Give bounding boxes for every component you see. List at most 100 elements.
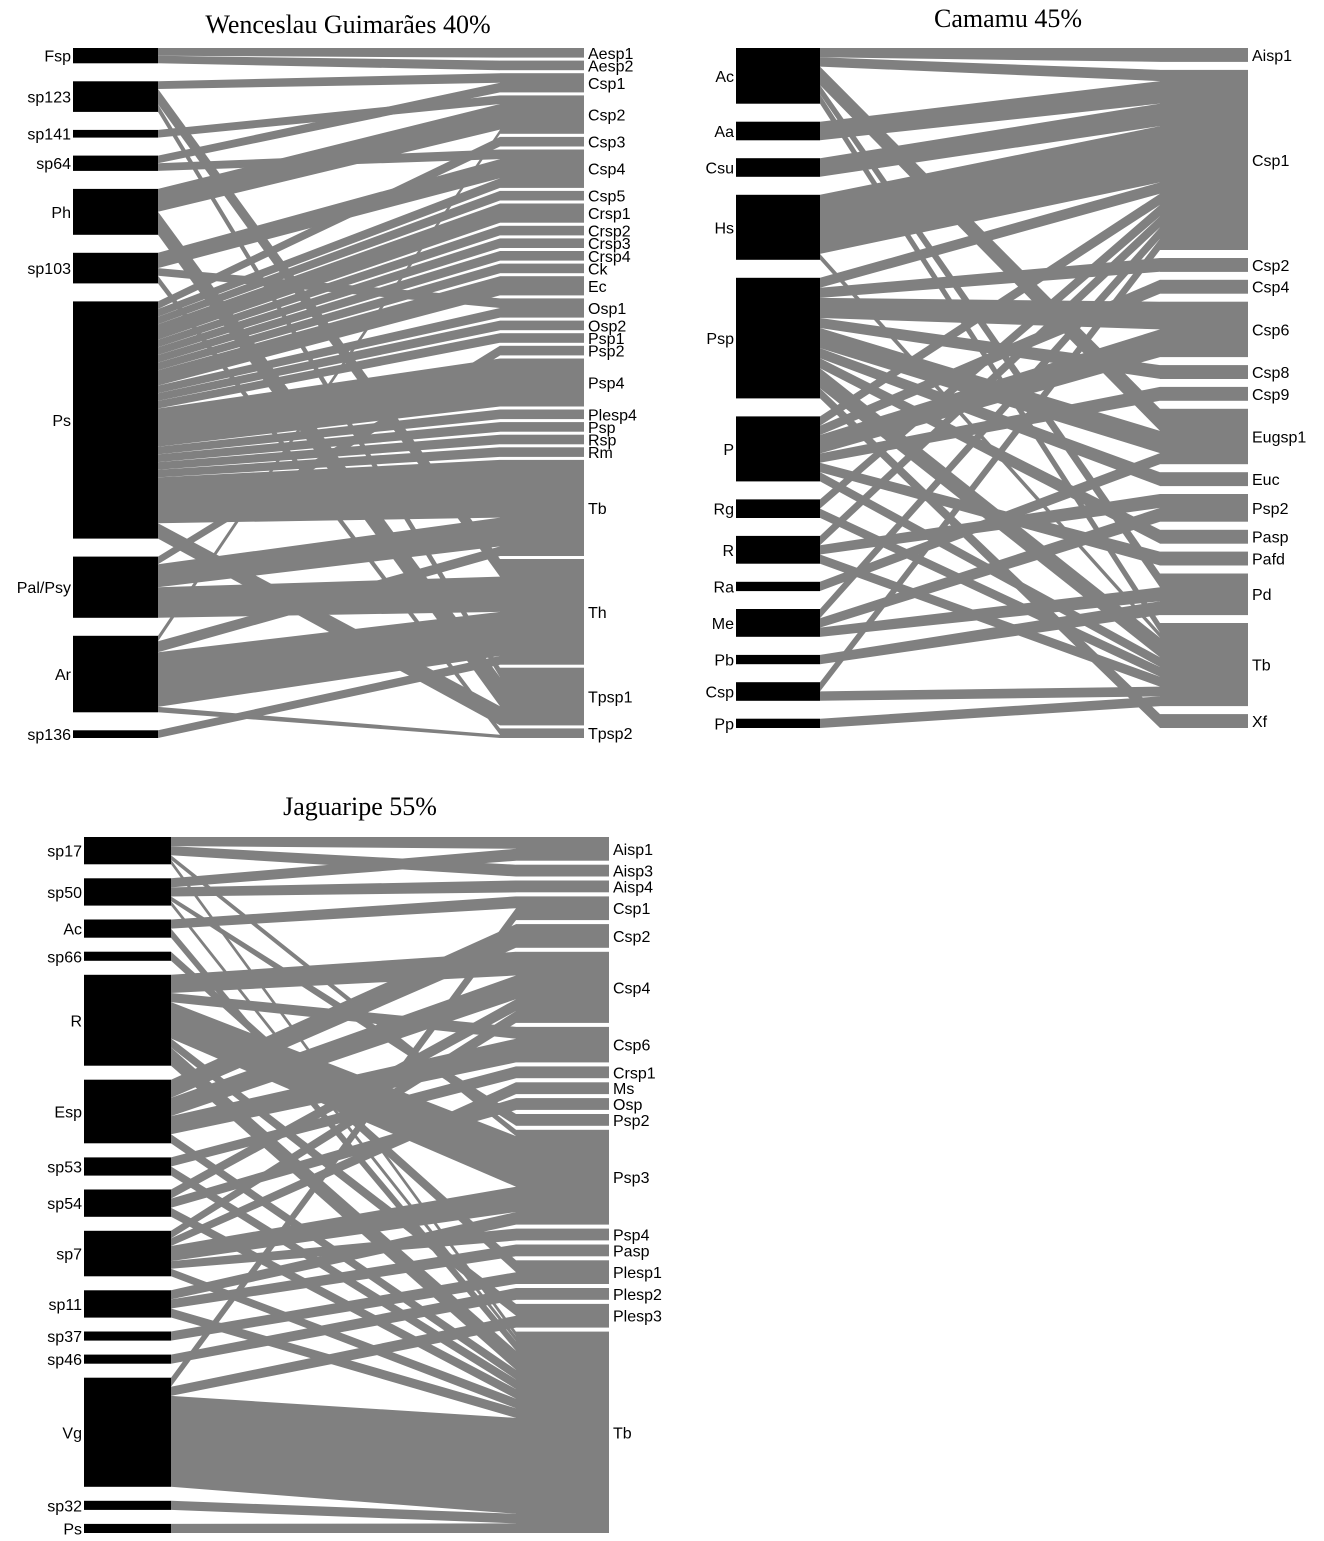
network-wenceslau-guimaraes: Wenceslau Guimarães 40% Fsp sp123 sp141 sp6… bbox=[17, 10, 637, 744]
lower-node-label: sp46 bbox=[47, 1352, 82, 1369]
higher-node-label: Osp2 bbox=[588, 318, 626, 335]
link-ps-crsp3 bbox=[158, 238, 500, 355]
higher-node-pafd bbox=[1160, 551, 1248, 566]
lower-node-label: Hs bbox=[714, 220, 734, 237]
link-p-csp1 bbox=[820, 193, 1160, 426]
lower-node-pb bbox=[736, 654, 820, 665]
interaction-links bbox=[820, 48, 1160, 728]
higher-node-csp1 bbox=[516, 896, 609, 921]
higher-node-label: Crsp2 bbox=[588, 224, 631, 241]
link-sp54-csp4 bbox=[171, 999, 516, 1199]
network-jaguaripe: Jaguaripe 55% sp17 sp50 Ac sp66 R Esp sp53 sp54… bbox=[47, 792, 662, 1539]
lower-node-label: sp136 bbox=[27, 727, 71, 744]
higher-node-label: Csp4 bbox=[613, 980, 650, 997]
link-sp11-tb bbox=[171, 1308, 516, 1418]
higher-node-label: Csp1 bbox=[1252, 153, 1289, 170]
higher-node-pasp bbox=[516, 1244, 609, 1257]
higher-node-csp1 bbox=[500, 73, 584, 93]
higher-node-tb bbox=[500, 459, 584, 556]
higher-node-label: Ms bbox=[613, 1081, 634, 1098]
higher-node-plesp4 bbox=[500, 409, 584, 420]
lower-level-nodes: sp17 sp50 Ac sp66 R Esp sp53 sp54 sp7 sp11 sp37 sp4… bbox=[47, 837, 171, 1539]
lower-node-aa bbox=[736, 121, 820, 141]
link-ps-osp2 bbox=[158, 320, 500, 401]
higher-level-nodes: Aisp1 Csp1 Csp2 Csp4 Csp6 Csp8 Csp9 Eugsp1 Euc Ps… bbox=[1160, 48, 1306, 731]
lower-node-label: sp64 bbox=[36, 156, 71, 173]
higher-node-label: Plesp2 bbox=[613, 1287, 662, 1304]
higher-node-label: Plesp1 bbox=[613, 1265, 662, 1282]
higher-node-label: Aisp4 bbox=[613, 880, 653, 897]
higher-node-aisp1 bbox=[516, 837, 609, 861]
higher-node-label: Csp1 bbox=[613, 901, 650, 918]
lower-node-sp7 bbox=[84, 1230, 171, 1277]
higher-node-label: Pd bbox=[1252, 587, 1272, 604]
link-r-csp4 bbox=[171, 951, 516, 993]
higher-node-psp bbox=[500, 422, 584, 432]
link-sp32-tb bbox=[171, 1500, 516, 1524]
lower-node-label: Csp bbox=[706, 684, 735, 701]
lower-node-label: Ph bbox=[51, 205, 71, 222]
network-title: Jaguaripe 55% bbox=[283, 792, 437, 821]
lower-node-label: Vg bbox=[62, 1425, 82, 1442]
higher-node-label: Eugsp1 bbox=[1252, 430, 1306, 447]
higher-node-label: Plesp3 bbox=[613, 1309, 662, 1326]
lower-node-sp17 bbox=[84, 837, 171, 865]
higher-node-plesp2 bbox=[516, 1288, 609, 1300]
higher-node-osp1 bbox=[500, 298, 584, 318]
interaction-links bbox=[158, 48, 500, 738]
lower-node-sp141 bbox=[73, 129, 158, 138]
lower-node-sp37 bbox=[84, 1331, 171, 1341]
higher-node-label: Tb bbox=[588, 501, 607, 518]
lower-node-label: sp54 bbox=[47, 1196, 82, 1213]
higher-node-pasp bbox=[1160, 529, 1248, 544]
higher-node-crsp4 bbox=[500, 251, 584, 261]
link-pb-pd bbox=[820, 601, 1160, 665]
higher-node-osp2 bbox=[500, 320, 584, 331]
higher-node-label: Xf bbox=[1252, 714, 1268, 731]
higher-node-label: Psp2 bbox=[613, 1113, 650, 1130]
higher-node-tb bbox=[1160, 623, 1248, 707]
lower-node-label: sp141 bbox=[27, 127, 71, 144]
lower-node-label: Fsp bbox=[44, 49, 71, 66]
higher-node-pd bbox=[1160, 573, 1248, 616]
higher-node-csp6 bbox=[1160, 301, 1248, 358]
lower-node-rg bbox=[736, 499, 820, 518]
lower-node-ar bbox=[73, 635, 158, 713]
lower-node-ps bbox=[84, 1523, 171, 1533]
link-ps-psp bbox=[158, 422, 500, 463]
link-psp-pasp bbox=[820, 358, 1160, 544]
lower-node-label: Ac bbox=[715, 69, 734, 86]
higher-node-label: Crsp3 bbox=[588, 236, 631, 253]
higher-node-csp3 bbox=[500, 136, 584, 147]
lower-node-label: sp7 bbox=[56, 1247, 82, 1264]
link-csp-tb bbox=[820, 686, 1160, 701]
link-fsp-aesp2 bbox=[158, 55, 500, 71]
link-sp50-aisp4 bbox=[171, 880, 516, 897]
higher-node-label: Osp1 bbox=[588, 301, 626, 318]
network-title: Camamu 45% bbox=[934, 4, 1082, 33]
lower-node-csp bbox=[736, 682, 820, 701]
higher-node-psp3 bbox=[516, 1129, 609, 1225]
link-ac-csp1 bbox=[820, 57, 1160, 82]
higher-node-label: Aesp2 bbox=[588, 58, 633, 75]
lower-node-label: Csu bbox=[706, 161, 734, 178]
lower-level-nodes: Fsp sp123 sp141 sp64 Ph sp103 Ps Pal/Psy Ar sp136 bbox=[17, 48, 158, 744]
link-ps-psp1 bbox=[158, 333, 500, 409]
higher-node-label: Csp6 bbox=[613, 1038, 650, 1055]
link-me-psp2 bbox=[820, 507, 1160, 628]
higher-node-crsp1 bbox=[500, 203, 584, 223]
link-rg-csp1 bbox=[820, 204, 1160, 509]
lower-node-label: sp66 bbox=[47, 949, 82, 966]
higher-node-label: Psp1 bbox=[588, 331, 625, 348]
lower-node-sp53 bbox=[84, 1157, 171, 1176]
higher-node-label: Ec bbox=[588, 279, 607, 296]
network-camamu: Camamu 45% Ac Aa Csu Hs Psp P Rg R Ra Me Pb Csp Pp A… bbox=[706, 4, 1307, 733]
lower-node-label: Esp bbox=[54, 1105, 82, 1122]
higher-node-label: Csp4 bbox=[588, 162, 625, 179]
higher-node-label: Csp4 bbox=[1252, 280, 1289, 297]
higher-node-label: Psp bbox=[588, 420, 616, 437]
higher-node-psp2 bbox=[500, 345, 584, 356]
link-vg-csp1 bbox=[171, 908, 516, 1387]
link-ps-plesp4 bbox=[158, 409, 500, 455]
